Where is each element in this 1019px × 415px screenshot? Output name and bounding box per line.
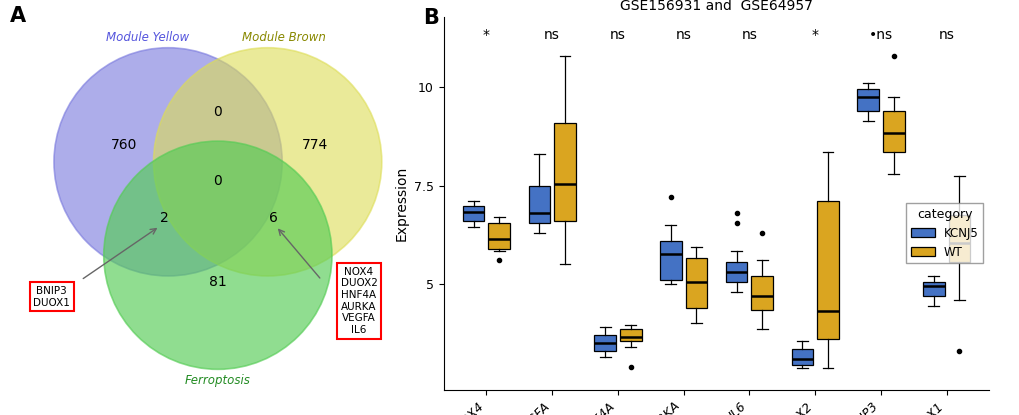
Text: 760: 760 <box>111 138 138 152</box>
Y-axis label: Expression: Expression <box>394 166 408 241</box>
Text: 774: 774 <box>302 138 328 152</box>
Text: *: * <box>811 28 818 42</box>
PathPatch shape <box>594 335 615 351</box>
Circle shape <box>54 48 282 276</box>
PathPatch shape <box>726 262 747 282</box>
Text: Ferroptosis: Ferroptosis <box>184 374 251 386</box>
Text: *: * <box>482 28 489 42</box>
Title: GSE156931 and  GSE64957: GSE156931 and GSE64957 <box>620 0 812 12</box>
Text: ns: ns <box>675 28 691 42</box>
PathPatch shape <box>751 276 772 310</box>
Text: 81: 81 <box>209 275 226 289</box>
PathPatch shape <box>488 223 510 249</box>
PathPatch shape <box>685 259 706 308</box>
PathPatch shape <box>882 111 904 152</box>
Circle shape <box>154 48 381 276</box>
Text: •ns: •ns <box>868 28 892 42</box>
Text: NOX4
DUOX2
HNF4A
AURKA
VEGFA
IL6: NOX4 DUOX2 HNF4A AURKA VEGFA IL6 <box>340 267 377 335</box>
Text: 0: 0 <box>213 105 222 119</box>
Text: B: B <box>423 8 439 28</box>
PathPatch shape <box>948 215 969 262</box>
PathPatch shape <box>528 186 549 223</box>
Text: ns: ns <box>937 28 954 42</box>
PathPatch shape <box>856 89 878 111</box>
Text: ns: ns <box>544 28 559 42</box>
PathPatch shape <box>553 123 576 221</box>
Text: ns: ns <box>609 28 626 42</box>
PathPatch shape <box>620 329 641 341</box>
Text: BNIP3
DUOX1: BNIP3 DUOX1 <box>34 286 70 308</box>
PathPatch shape <box>922 282 944 296</box>
Circle shape <box>104 141 331 369</box>
PathPatch shape <box>659 241 681 280</box>
Legend: KCNJ5, WT: KCNJ5, WT <box>905 203 982 264</box>
Text: 6: 6 <box>269 211 278 225</box>
PathPatch shape <box>791 349 812 364</box>
Text: A: A <box>10 6 26 26</box>
Text: ns: ns <box>741 28 757 42</box>
Text: Module Yellow: Module Yellow <box>106 31 189 44</box>
Text: Module Brown: Module Brown <box>243 31 326 44</box>
Text: 0: 0 <box>213 173 222 188</box>
PathPatch shape <box>463 206 484 221</box>
Text: 2: 2 <box>159 211 168 225</box>
PathPatch shape <box>816 201 838 339</box>
